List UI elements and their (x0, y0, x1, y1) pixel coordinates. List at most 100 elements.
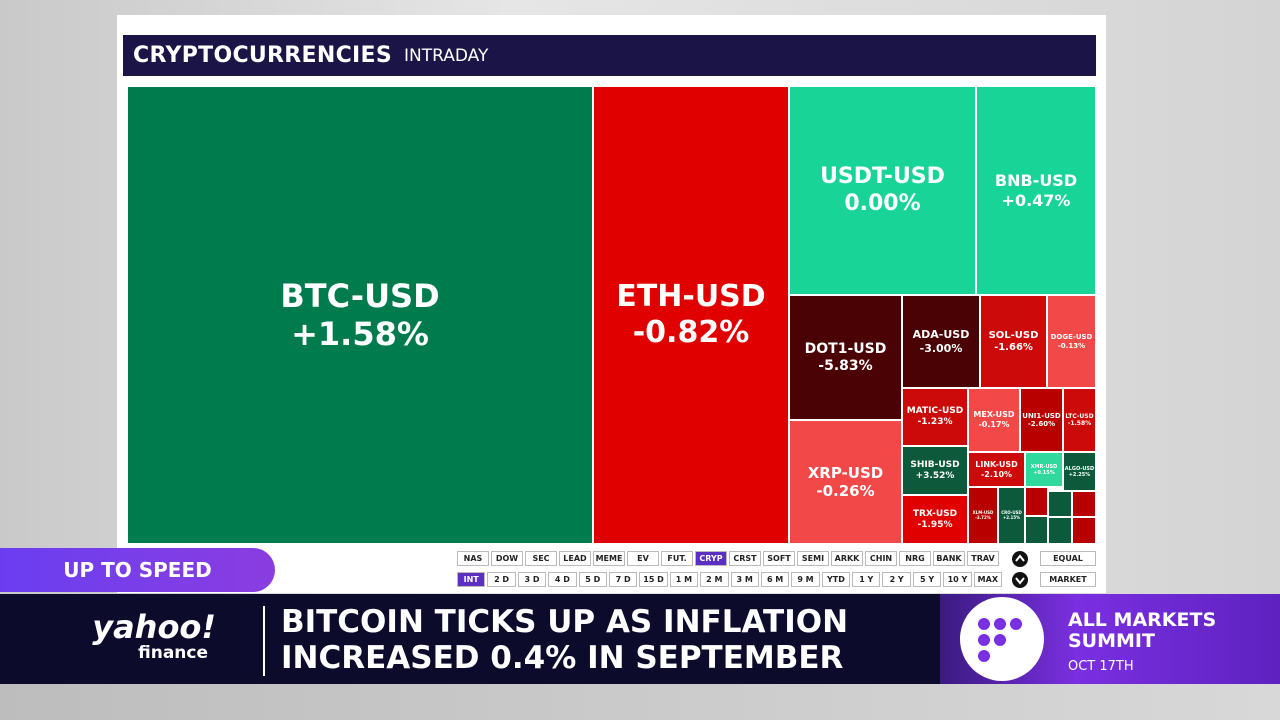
range-button[interactable]: 4 D (548, 572, 577, 587)
tile-change: -0.26% (816, 482, 875, 500)
category-button[interactable]: TRAV (967, 551, 999, 566)
tile[interactable]: LINK-USD -2.10% (969, 453, 1024, 486)
tile-symbol: LINK-USD (975, 459, 1018, 469)
range-button[interactable]: 15 D (639, 572, 668, 587)
tile[interactable] (1049, 518, 1071, 543)
range-button[interactable]: 5 D (578, 572, 607, 587)
category-button[interactable]: FUT. (661, 551, 693, 566)
category-button[interactable]: CRYP (695, 551, 727, 566)
tile[interactable]: TRX-USD -1.95% (903, 496, 967, 543)
tile-symbol: SOL-USD (988, 329, 1039, 341)
promo-title-line: SUMMIT (1068, 630, 1155, 652)
category-button[interactable]: EV (627, 551, 659, 566)
category-button[interactable]: DOW (491, 551, 523, 566)
category-button[interactable]: SEC (525, 551, 557, 566)
headline-line: INCREASED 0.4% IN SEPTEMBER (281, 640, 844, 676)
tile-symbol: ADA-USD (912, 328, 970, 342)
tile[interactable]: LTC-USD -1.58% (1064, 389, 1095, 451)
tile[interactable]: XRP-USD -0.26% (790, 421, 901, 543)
tile[interactable]: XLM-USD -3.72% (969, 488, 997, 543)
title: CRYPTOCURRENCIES (133, 43, 392, 68)
tile[interactable] (1026, 488, 1047, 515)
tile[interactable] (1026, 517, 1047, 543)
tile-change: +0.15% (1033, 469, 1055, 476)
tile[interactable] (1073, 518, 1095, 543)
promo-title-line: ALL MARKETS (1068, 609, 1217, 631)
range-button[interactable]: 6 M (760, 572, 790, 587)
tile[interactable] (1073, 492, 1095, 516)
range-button[interactable]: 1 Y (852, 572, 881, 587)
tile-change: -2.10% (980, 469, 1013, 479)
tile-change: -5.83% (818, 357, 873, 374)
logo-brand: yahoo! (92, 608, 216, 646)
category-button[interactable]: LEAD (559, 551, 591, 566)
category-buttons: NAS DOW SEC LEAD MEME EV FUT. CRYP CRST SOFT SEMI A… (457, 551, 999, 566)
logo: yahoo! finance (88, 610, 216, 662)
tile-symbol: ETH-USD (616, 279, 766, 314)
tile-change: -1.66% (994, 341, 1033, 353)
tile-symbol: XRP-USD (807, 464, 884, 482)
tile[interactable]: MEX-USD -0.17% (969, 389, 1019, 451)
range-button[interactable]: 3 D (517, 572, 547, 587)
tile[interactable]: MATIC-USD -1.23% (903, 389, 967, 445)
range-button[interactable]: INT (457, 572, 486, 587)
range-button[interactable]: 1 M (669, 572, 699, 587)
title-bar: CRYPTOCURRENCIES INTRADAY (123, 35, 1096, 76)
range-button[interactable]: 10 Y (943, 572, 972, 587)
category-button[interactable]: SOFT (763, 551, 795, 566)
arrow-up[interactable] (1012, 551, 1028, 567)
tile-symbol: SHIB-USD (910, 459, 960, 470)
tile-symbol: XLM-USD (972, 509, 994, 515)
range-button[interactable]: 5 Y (912, 572, 942, 587)
tile[interactable]: USDT-USD 0.00% (790, 87, 975, 294)
tile[interactable]: UNI1-USD -2.60% (1021, 389, 1062, 451)
tile[interactable]: CRO-USD +2.15% (999, 488, 1024, 543)
tile-change: +2.15% (1002, 514, 1021, 520)
range-button[interactable]: 2 M (700, 572, 729, 587)
category-button[interactable]: MEME (593, 551, 625, 566)
tile[interactable]: ADA-USD -3.00% (903, 296, 979, 387)
category-button[interactable]: SEMI (797, 551, 829, 566)
range-button[interactable]: 9 M (791, 572, 820, 587)
category-button[interactable]: NRG (899, 551, 931, 566)
range-button[interactable]: YTD (821, 572, 851, 587)
promo-logo (960, 597, 1044, 681)
tile-change: -2.60% (1027, 420, 1056, 428)
sort-button[interactable]: EQUAL (1040, 551, 1096, 566)
tile[interactable]: SOL-USD -1.66% (981, 296, 1046, 387)
tile[interactable]: DOT1-USD -5.83% (790, 296, 901, 419)
category-button[interactable]: ARKK (831, 551, 863, 566)
sort-button[interactable]: MARKET (1040, 572, 1096, 587)
range-button[interactable]: 7 D (608, 572, 638, 587)
tile-symbol: USDT-USD (820, 164, 945, 190)
tile-change: -1.58% (1067, 420, 1092, 427)
range-button[interactable]: 3 M (730, 572, 759, 587)
tile[interactable] (1049, 492, 1071, 516)
sort-buttons: EQUAL MARKET (1040, 551, 1096, 587)
category-button[interactable]: CRST (729, 551, 761, 566)
bottom-strip (0, 684, 1280, 720)
tile[interactable]: DOGE-USD -0.13% (1048, 296, 1095, 387)
range-button[interactable]: MAX (973, 572, 1003, 587)
scroll-arrows (1012, 551, 1028, 588)
tile[interactable]: XMR-USD +0.15% (1026, 453, 1062, 486)
category-button[interactable]: NAS (457, 551, 489, 566)
tile-change: -1.95% (917, 519, 953, 530)
tile-change: 0.00% (844, 190, 921, 216)
category-button[interactable]: BANK (933, 551, 965, 566)
tile[interactable]: ETH-USD -0.82% (594, 87, 788, 543)
promo-title: ALL MARKETS SUMMIT OCT 17TH (1068, 610, 1216, 677)
arrow-down[interactable] (1012, 572, 1028, 588)
tile[interactable]: BNB-USD +0.47% (977, 87, 1095, 294)
range-button[interactable]: 2 D (487, 572, 516, 587)
tile[interactable]: ALGO-USD +2.25% (1064, 453, 1095, 490)
subtitle: INTRADAY (403, 45, 489, 66)
tile[interactable]: SHIB-USD +3.52% (903, 447, 967, 494)
tile-change: -0.82% (632, 315, 750, 350)
category-button[interactable]: CHIN (865, 551, 897, 566)
tile-change: +2.25% (1068, 471, 1091, 478)
tile[interactable]: BTC-USD +1.58% (128, 87, 592, 543)
range-button[interactable]: 2 Y (882, 572, 911, 587)
